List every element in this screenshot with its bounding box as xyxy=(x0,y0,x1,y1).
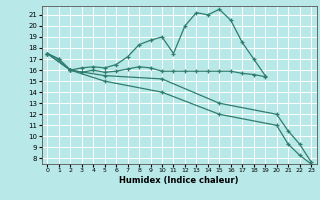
X-axis label: Humidex (Indice chaleur): Humidex (Indice chaleur) xyxy=(119,176,239,185)
